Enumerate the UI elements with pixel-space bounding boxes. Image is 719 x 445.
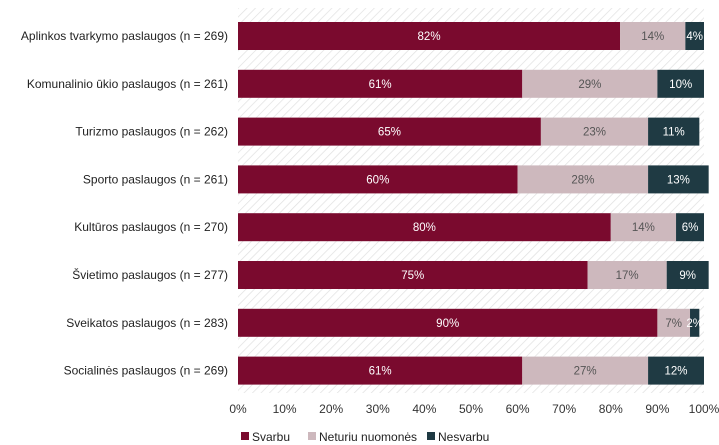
legend-swatch [241,432,249,440]
x-tick-label: 20% [319,402,343,416]
category-label: Sporto paslaugos (n = 261) [83,172,228,186]
bar-nesvarbu [685,22,704,50]
category-label: Sveikatos paslaugos (n = 283) [66,316,228,330]
data-label-nesvarbu: 12% [665,366,688,378]
bar-neturiu-nuomones [657,308,691,337]
data-label-svarbu: 65% [378,127,401,139]
data-label-neturiu-nuomones: 17% [616,270,639,282]
x-tick-label: 10% [273,402,297,416]
data-label-nesvarbu: 9% [679,270,696,282]
category-label: Kultūros paslaugos (n = 270) [74,220,228,234]
bar-svarbu [238,69,523,98]
bar-neturiu-nuomones [522,69,658,98]
data-label-neturiu-nuomones: 28% [571,174,594,186]
bar-nesvarbu [676,213,704,242]
bar-svarbu [238,117,541,146]
bar-svarbu [238,356,523,385]
x-tick-label: 60% [506,402,530,416]
x-tick-label: 40% [412,402,436,416]
category-label: Komunalinio ūkio paslaugos (n = 261) [27,77,228,91]
bar-nesvarbu [690,308,700,337]
data-label-nesvarbu: 13% [667,174,690,186]
bar-neturiu-nuomones [522,356,649,385]
bar-neturiu-nuomones [540,117,649,146]
bar-neturiu-nuomones [587,261,667,289]
data-label-neturiu-nuomones: 7% [665,318,682,330]
data-label-nesvarbu: 6% [682,222,699,234]
x-axis-ticks: 0% 10% 20% 30% 40% 50% 60% 70% 80% 90% 100% [229,402,719,416]
data-label-neturiu-nuomones: 27% [574,366,597,378]
data-label-neturiu-nuomones: 14% [641,31,664,43]
bar-svarbu [238,165,518,194]
x-tick-label: 50% [459,402,483,416]
bar-svarbu [238,213,611,242]
data-label-svarbu: 90% [436,318,459,330]
data-label-nesvarbu: 2% [686,318,703,330]
bar-neturiu-nuomones [620,22,686,50]
legend-label: Svarbu [252,430,290,444]
bar-neturiu-nuomones [610,213,677,242]
x-tick-label: 70% [552,402,576,416]
x-tick-label: 30% [366,402,390,416]
data-label-nesvarbu: 10% [669,79,692,91]
data-label-nesvarbu: 4% [686,31,703,43]
data-label-svarbu: 61% [369,366,392,378]
x-tick-label: 100% [689,402,719,416]
legend: Svarbu Neturiu nuomonės Nesvarbu [241,430,489,444]
data-label-neturiu-nuomones: 29% [578,79,601,91]
x-tick-label: 80% [599,402,623,416]
data-label-neturiu-nuomones: 23% [583,127,606,139]
category-label: Aplinkos tvarkymo paslaugos (n = 269) [21,29,228,43]
bar-nesvarbu [648,117,700,146]
data-label-nesvarbu: 11% [663,127,685,139]
data-label-svarbu: 75% [401,270,424,282]
category-label: Socialinės paslaugos (n = 269) [64,364,228,378]
legend-swatch [308,432,316,440]
legend-label: Nesvarbu [438,430,489,444]
bar-svarbu [238,308,658,337]
data-label-svarbu: 82% [418,31,441,43]
bar-nesvarbu [666,261,709,289]
legend-label: Neturiu nuomonės [319,430,417,444]
bar-svarbu [238,22,621,50]
bars-layer: 82% 14% 4% 61% 29% 10% 65% 23% 11% 60% 28% 13% 80% 14… [238,22,709,385]
data-label-svarbu: 60% [366,174,389,186]
x-tick-label: 0% [229,402,247,416]
x-tick-label: 90% [645,402,669,416]
category-label: Švietimo paslaugos (n = 277) [72,267,228,282]
data-label-neturiu-nuomones: 14% [632,222,655,234]
bar-nesvarbu [648,165,709,194]
category-labels: Aplinkos tvarkymo paslaugos (n = 269) Kom… [21,29,228,378]
bar-nesvarbu [648,356,704,385]
bar-nesvarbu [657,69,704,98]
legend-swatch [427,432,435,440]
bar-neturiu-nuomones [517,165,649,194]
data-label-svarbu: 80% [413,222,436,234]
data-label-svarbu: 61% [369,79,392,91]
category-label: Turizmo paslaugos (n = 262) [75,125,228,139]
bar-svarbu [238,261,588,289]
